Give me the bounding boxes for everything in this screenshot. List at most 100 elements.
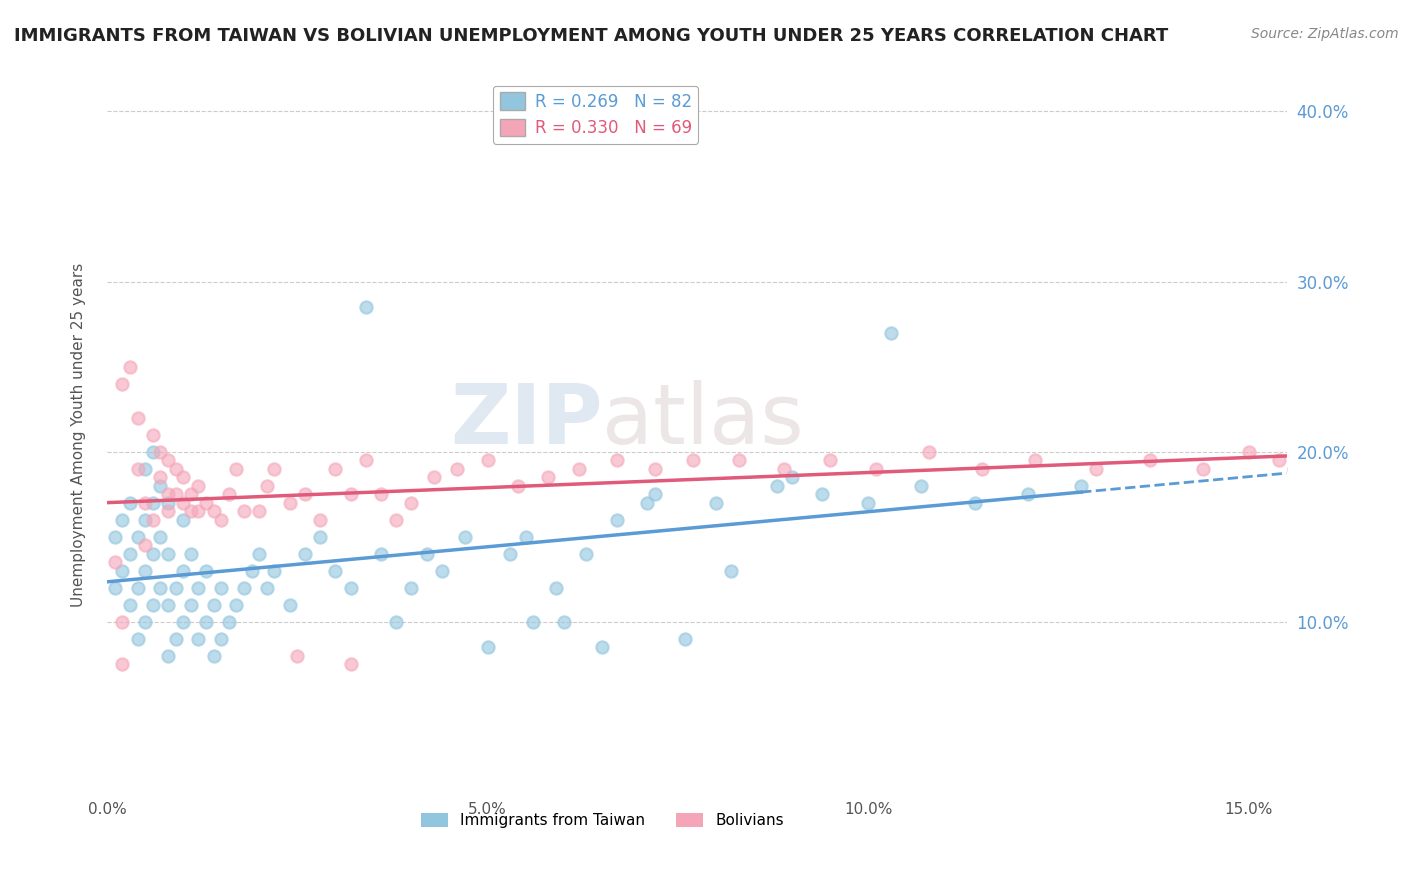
Point (149, 444, 172, 458)
Point (134, 564, 156, 578)
Point (142, 444, 165, 458)
Point (149, 470, 172, 484)
Point (187, 632, 209, 646)
Point (180, 598, 202, 612)
Point (1192, 461, 1215, 475)
Point (247, 547, 270, 561)
Point (1070, 479, 1092, 493)
Point (354, 453, 377, 467)
Point (339, 657, 361, 672)
Point (142, 496, 165, 510)
Point (285, 648, 308, 663)
Point (134, 513, 156, 527)
Point (134, 615, 156, 629)
Point (385, 615, 408, 629)
Point (972, 461, 994, 475)
Point (263, 461, 285, 475)
Point (127, 581, 149, 595)
Point (233, 504, 256, 518)
Point (811, 487, 834, 501)
Point (156, 496, 179, 510)
Point (218, 487, 240, 501)
Point (423, 470, 446, 484)
Point (415, 547, 437, 561)
Point (127, 410, 149, 425)
Point (880, 326, 903, 340)
Point (856, 496, 879, 510)
Point (446, 461, 468, 475)
Point (172, 615, 194, 629)
Point (118, 359, 141, 374)
Point (454, 530, 477, 544)
Point (773, 461, 796, 475)
Point (309, 513, 332, 527)
Point (134, 461, 156, 475)
Point (477, 640, 499, 655)
Point (522, 615, 544, 629)
Point (142, 427, 165, 442)
Point (111, 564, 134, 578)
Point (104, 530, 127, 544)
Point (187, 504, 209, 518)
Point (780, 470, 803, 484)
Point (240, 564, 263, 578)
Point (172, 564, 194, 578)
Point (591, 640, 613, 655)
Point (278, 496, 301, 510)
Point (156, 487, 179, 501)
Point (765, 479, 787, 493)
Y-axis label: Unemployment Among Youth under 25 years: Unemployment Among Youth under 25 years (72, 262, 86, 607)
Point (118, 547, 141, 561)
Point (606, 513, 628, 527)
Point (195, 615, 218, 629)
Point (818, 453, 841, 467)
Point (865, 461, 887, 475)
Point (294, 487, 316, 501)
Point (225, 461, 247, 475)
Point (111, 615, 134, 629)
Text: atlas: atlas (603, 380, 804, 461)
Point (233, 581, 256, 595)
Point (118, 598, 141, 612)
Point (515, 530, 537, 544)
Point (149, 530, 172, 544)
Point (165, 581, 187, 595)
Point (278, 598, 301, 612)
Point (263, 564, 285, 578)
Point (134, 538, 156, 552)
Point (1017, 487, 1039, 501)
Point (111, 657, 134, 672)
Point (370, 547, 392, 561)
Point (149, 479, 172, 493)
Point (247, 504, 270, 518)
Point (127, 530, 149, 544)
Point (209, 632, 232, 646)
Point (225, 598, 247, 612)
Point (1237, 444, 1260, 458)
Point (575, 547, 598, 561)
Point (339, 487, 361, 501)
Text: Source: ZipAtlas.com: Source: ZipAtlas.com (1251, 27, 1399, 41)
Point (256, 581, 278, 595)
Point (553, 615, 575, 629)
Point (294, 547, 316, 561)
Point (325, 461, 347, 475)
Point (256, 479, 278, 493)
Point (537, 470, 560, 484)
Point (156, 648, 179, 663)
Point (104, 581, 127, 595)
Point (172, 470, 194, 484)
Point (156, 598, 179, 612)
Point (1298, 453, 1320, 467)
Point (720, 564, 742, 578)
Point (339, 581, 361, 595)
Point (142, 513, 165, 527)
Point (568, 461, 591, 475)
Point (209, 581, 232, 595)
Point (104, 555, 127, 569)
Point (673, 632, 696, 646)
Point (172, 496, 194, 510)
Point (544, 581, 567, 595)
Point (727, 453, 749, 467)
Point (401, 581, 423, 595)
